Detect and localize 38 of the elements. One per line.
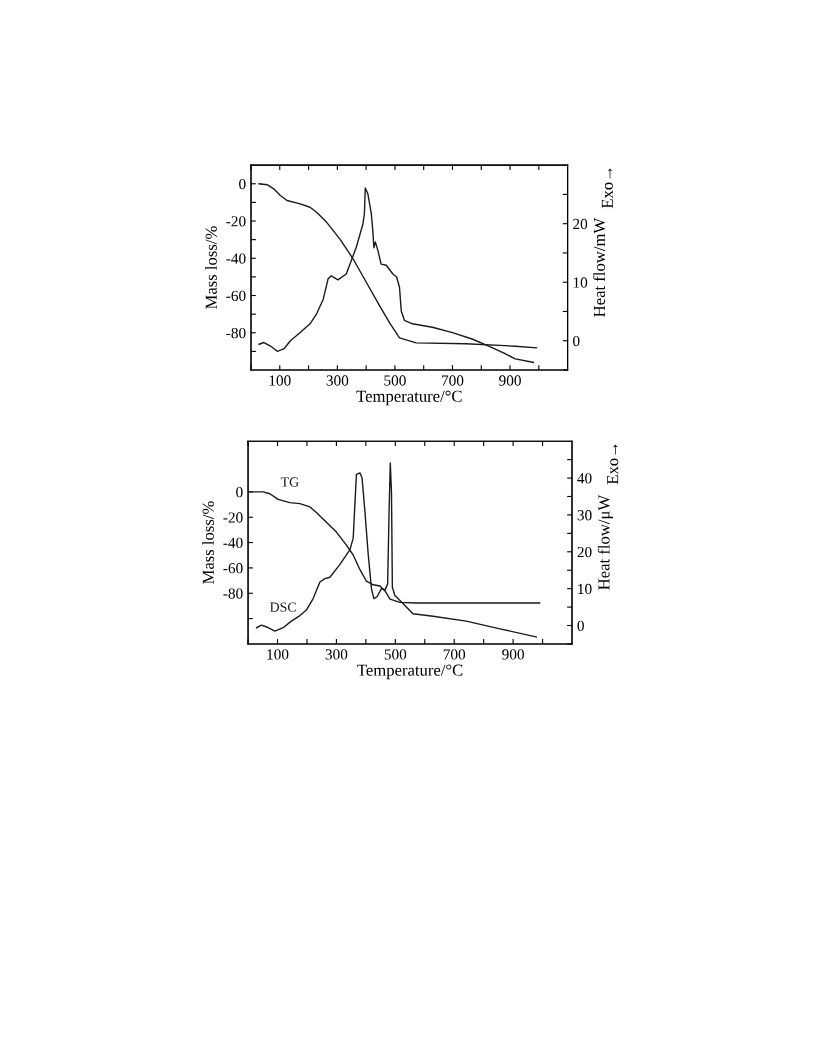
- y-tick-label: -80: [223, 588, 243, 599]
- x-tick-label: 900: [499, 375, 521, 386]
- y2-tick-label: 10: [578, 583, 592, 595]
- y2-tick-label: 20: [577, 546, 592, 558]
- x-tick-label: 700: [442, 375, 464, 386]
- y2-tick-label: 10: [573, 277, 588, 288]
- x-tick-label: 300: [326, 375, 349, 386]
- y2-axis-title: Heat flow/μW: [597, 494, 614, 590]
- x-tick-label: 700: [443, 649, 466, 660]
- y2-tick-label: 20: [573, 218, 588, 230]
- y2-tick-label: 0: [573, 335, 580, 347]
- series-label: DSC: [270, 602, 296, 612]
- x-tick-label: 900: [502, 649, 524, 660]
- y-tick-label: -20: [226, 216, 246, 227]
- series-label: TG: [280, 477, 299, 487]
- y-tick-label: -60: [223, 563, 243, 574]
- y2-tick-label: 30: [577, 510, 592, 521]
- y-tick-label: -80: [226, 327, 246, 339]
- x-tick-label: 100: [267, 649, 289, 660]
- y2-axis-title: Heat flow/mW: [593, 217, 606, 317]
- y-tick-label: -20: [223, 512, 243, 523]
- y-tick-label: 0: [239, 178, 246, 190]
- x-tick-label: 500: [384, 375, 406, 386]
- text: Exo→: [601, 168, 613, 209]
- y-tick-label: -60: [226, 290, 246, 301]
- y-axis-title: Mass loss/%: [205, 226, 217, 310]
- x-tick-label: 300: [325, 649, 348, 660]
- x-axis-title: Temperature/°C: [357, 664, 463, 680]
- text: Exo→: [607, 444, 619, 485]
- y-axis-title: Mass loss/%: [202, 501, 214, 584]
- y-tick-label: -40: [226, 253, 246, 264]
- y2-tick-label: 40: [577, 473, 592, 484]
- x-tick-label: 100: [269, 375, 291, 386]
- x-tick-label: 500: [384, 649, 407, 660]
- y2-tick-label: 0: [577, 620, 584, 631]
- y-tick-label: 0: [236, 487, 243, 498]
- y-tick-label: -40: [223, 537, 243, 549]
- x-axis-title: Temperature/°C: [356, 390, 462, 406]
